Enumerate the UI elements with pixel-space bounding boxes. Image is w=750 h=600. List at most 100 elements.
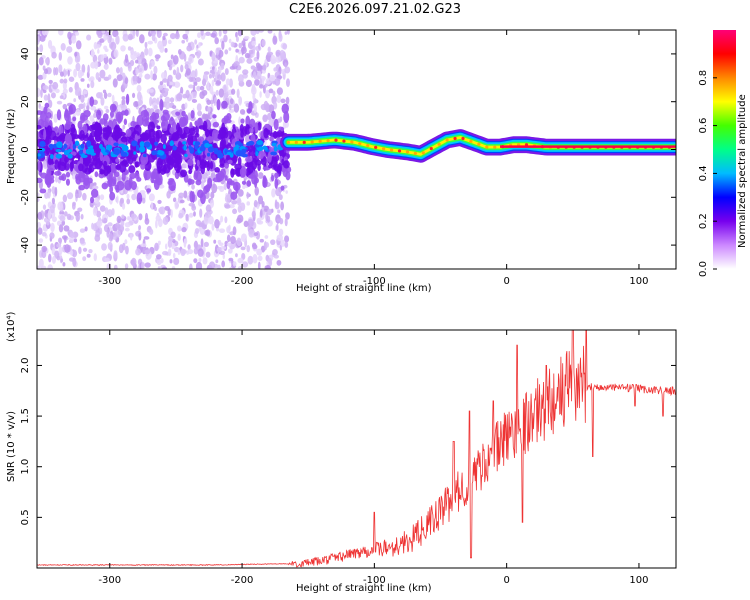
noise-cell <box>156 259 162 266</box>
noise-cell <box>266 112 273 121</box>
band-cell <box>128 176 133 189</box>
y-tick-label: -40 <box>20 237 31 253</box>
center-cell <box>61 147 65 153</box>
noise-cell <box>73 68 78 78</box>
noise-cell <box>77 207 83 212</box>
noise-cell <box>202 113 209 120</box>
center-cell <box>67 148 73 153</box>
noise-cell <box>172 197 177 203</box>
noise-cell <box>209 85 214 95</box>
noise-cell <box>90 105 97 111</box>
noise-cell <box>160 71 167 80</box>
noise-cell <box>179 199 185 204</box>
band-cell <box>224 175 228 181</box>
noise-cell <box>280 201 285 211</box>
center-cell <box>151 150 158 155</box>
band-cell <box>102 132 108 140</box>
noise-cell <box>180 248 187 255</box>
noise-cell <box>62 88 68 95</box>
noise-cell <box>172 55 179 65</box>
noise-cell <box>256 70 262 80</box>
noise-cell <box>112 78 118 88</box>
noise-cell <box>219 228 226 234</box>
noise-cell <box>136 84 142 93</box>
band-cell <box>123 118 128 126</box>
noise-cell <box>71 249 78 258</box>
noise-cell <box>232 226 237 236</box>
band-cell <box>56 109 62 121</box>
noise-cell <box>206 99 211 106</box>
noise-cell <box>42 89 47 94</box>
noise-cell <box>242 69 249 75</box>
band-cell <box>88 165 92 174</box>
noise-cell <box>144 262 151 268</box>
x-tick-label: -300 <box>98 575 121 586</box>
noise-cell <box>51 51 57 59</box>
noise-cell <box>198 42 201 48</box>
colorbar <box>713 30 736 269</box>
noise-cell <box>55 175 58 183</box>
noise-cell <box>159 95 163 101</box>
noise-cell <box>246 201 251 206</box>
band-cell <box>199 161 207 170</box>
noise-cell <box>95 92 102 99</box>
noise-cell <box>250 65 256 70</box>
noise-cell <box>254 79 260 86</box>
center-cell <box>72 143 77 150</box>
noise-cell <box>79 240 85 245</box>
noise-cell <box>214 97 218 104</box>
band-cell <box>283 110 290 123</box>
noise-cell <box>220 215 224 223</box>
noise-cell <box>240 233 247 242</box>
noise-cell <box>214 37 219 45</box>
noise-cell <box>108 57 113 65</box>
noise-cell <box>138 232 142 241</box>
noise-cell <box>201 78 207 86</box>
noise-cell <box>100 54 104 62</box>
y-tick-label: 0.5 <box>20 509 31 525</box>
band-cell <box>269 132 277 138</box>
y-tick-label: 1.0 <box>20 459 31 475</box>
top-xlabel: Height of straight line (km) <box>296 283 432 294</box>
band-cell <box>109 103 117 113</box>
noise-cell <box>44 58 49 64</box>
band-cell <box>133 124 142 136</box>
noise-cell <box>254 186 259 196</box>
noise-cell <box>148 193 155 202</box>
noise-cell <box>132 30 136 37</box>
noise-cell <box>199 91 205 99</box>
noise-cell <box>245 79 253 88</box>
noise-cell <box>60 43 66 51</box>
noise-cell <box>93 253 97 262</box>
noise-cell <box>130 257 137 267</box>
noise-cell <box>248 49 254 55</box>
noise-cell <box>66 46 73 53</box>
noise-cell <box>75 87 82 96</box>
noise-cell <box>86 34 92 41</box>
noise-cell <box>107 241 113 251</box>
noise-cell <box>193 211 196 217</box>
noise-cell <box>81 63 86 74</box>
noise-cell <box>199 85 205 91</box>
center-cell <box>188 145 192 151</box>
noise-cell <box>190 70 197 78</box>
noise-cell <box>141 197 146 204</box>
noise-cell <box>216 185 223 190</box>
noise-cell <box>174 81 181 88</box>
noise-cell <box>83 90 88 95</box>
noise-cell <box>167 74 173 82</box>
noise-cell <box>180 86 184 95</box>
band-cell <box>37 177 43 184</box>
noise-cell <box>180 64 184 73</box>
noise-cell <box>197 110 203 117</box>
noise-cell <box>139 68 143 72</box>
band-cell <box>57 160 61 171</box>
noise-cell <box>124 222 131 228</box>
noise-cell <box>124 53 129 63</box>
noise-cell <box>63 225 70 232</box>
noise-cell <box>277 209 281 214</box>
noise-cell <box>59 95 64 99</box>
noise-cell <box>47 189 51 199</box>
noise-cell <box>126 198 131 205</box>
noise-cell <box>68 86 73 93</box>
